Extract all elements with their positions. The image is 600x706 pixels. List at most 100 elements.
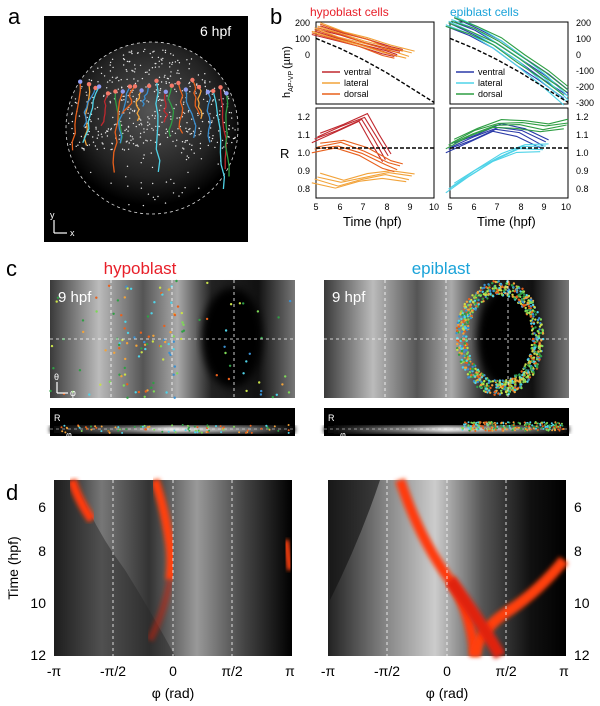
chart-frame (315, 107, 435, 199)
cell-dot (532, 356, 536, 359)
cell-dot (469, 305, 472, 308)
cell-dot (458, 346, 461, 349)
cell-dot (117, 343, 121, 347)
cell-dot (120, 79, 122, 81)
strip-dot (153, 428, 156, 431)
cell-dot (483, 379, 486, 383)
cell-dot (524, 363, 527, 366)
cell-dot (477, 303, 480, 306)
strip-dot (524, 427, 527, 430)
cell-dot (511, 379, 514, 383)
y-tick-bottom-right: 0.9 (576, 166, 589, 176)
strip-dot (467, 424, 470, 427)
cell-dot (173, 313, 177, 317)
strip-dot (66, 427, 69, 430)
cell-dot (129, 287, 133, 290)
cell-dot (197, 74, 200, 76)
cell-dot (90, 171, 92, 174)
cell-dot (158, 60, 160, 62)
cell-dot (469, 316, 473, 320)
cell-dot (537, 330, 540, 333)
cell-dot (492, 280, 495, 283)
cell-dot (516, 387, 519, 391)
cell-dot (99, 383, 102, 386)
cell-dot (541, 344, 544, 348)
cell-dot (529, 298, 533, 301)
cell-track (155, 80, 161, 172)
cell-dot (76, 102, 78, 104)
cell-track (167, 85, 175, 137)
cell-dot (106, 87, 108, 89)
x-tick: 5 (447, 202, 452, 212)
strip-dot (467, 421, 470, 424)
cell-dot (540, 339, 543, 342)
cell-dot (481, 287, 484, 290)
strip-dot (171, 424, 174, 427)
cell-dot (216, 141, 219, 144)
cell-dot (536, 311, 539, 314)
strip-dot (539, 424, 542, 427)
cell-dot (122, 132, 124, 135)
strip-dot (64, 431, 67, 434)
cell-dot (128, 61, 130, 63)
strip-dot (506, 425, 509, 427)
cell-dot (526, 380, 529, 383)
cell-dot (467, 325, 470, 328)
strip-dot (496, 422, 499, 425)
cell-dot (74, 98, 77, 100)
strip-dot (557, 428, 560, 431)
cell-dot (78, 141, 81, 143)
cell-dot (143, 128, 145, 130)
strip-dot (488, 421, 490, 424)
cell-dot (521, 373, 524, 377)
cell-dot (530, 325, 534, 328)
cell-dot (234, 136, 236, 139)
strip-dot (537, 426, 539, 429)
cell-dot (180, 337, 183, 341)
cell-dot (219, 110, 221, 112)
cell-dot (488, 389, 491, 392)
strip-dot (193, 425, 196, 428)
strip-dot (500, 421, 503, 424)
cell-dot (151, 166, 154, 169)
cell-dot (514, 383, 517, 386)
cell-dot (175, 90, 177, 93)
cell-dot (142, 142, 145, 144)
cell-dot (134, 68, 136, 70)
cell-dot (532, 315, 535, 318)
legend-label: dorsal (478, 89, 503, 99)
cell-dot (71, 113, 73, 116)
cell-dot (187, 171, 189, 174)
cell-dot (526, 375, 530, 378)
cell-dot (215, 374, 218, 377)
cell-dot (487, 385, 490, 388)
cell-dot (221, 139, 224, 142)
cell-dot (222, 98, 224, 100)
axis-y-label: y (50, 210, 55, 220)
cell-dot (480, 380, 483, 383)
cell-dot (151, 56, 153, 59)
cell-dot (491, 384, 494, 387)
cell-dot (160, 115, 162, 118)
cell-dot (158, 66, 160, 68)
y-tick-top-right: 100 (576, 34, 591, 44)
strip-dot (464, 423, 467, 426)
cell-dot (147, 193, 150, 195)
axes-indicator: θ φ (54, 372, 76, 398)
cell-dot (465, 309, 468, 312)
cell-dot (518, 287, 521, 290)
cell-dot (152, 381, 155, 385)
cell-dot (538, 347, 541, 351)
cell-dot (468, 361, 471, 364)
cell-dot (159, 88, 162, 90)
cell-dot (475, 371, 478, 374)
strip-dot (490, 421, 493, 423)
cell-dot (475, 298, 479, 301)
cell-dot (81, 147, 83, 149)
y-tick-top-right: -200 (576, 82, 594, 92)
cell-dot (466, 351, 470, 354)
cell-dot (123, 64, 125, 66)
red-track (150, 478, 176, 581)
cell-dot (537, 350, 540, 353)
cell-track (163, 91, 169, 123)
